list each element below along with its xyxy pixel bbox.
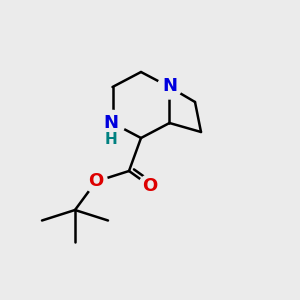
Text: N: N [163, 77, 178, 95]
Circle shape [100, 110, 125, 136]
Text: N: N [103, 114, 118, 132]
Circle shape [85, 170, 107, 193]
Text: O: O [88, 172, 104, 190]
Circle shape [158, 75, 182, 99]
Text: O: O [142, 177, 158, 195]
Text: H: H [105, 132, 117, 147]
Circle shape [139, 175, 161, 197]
